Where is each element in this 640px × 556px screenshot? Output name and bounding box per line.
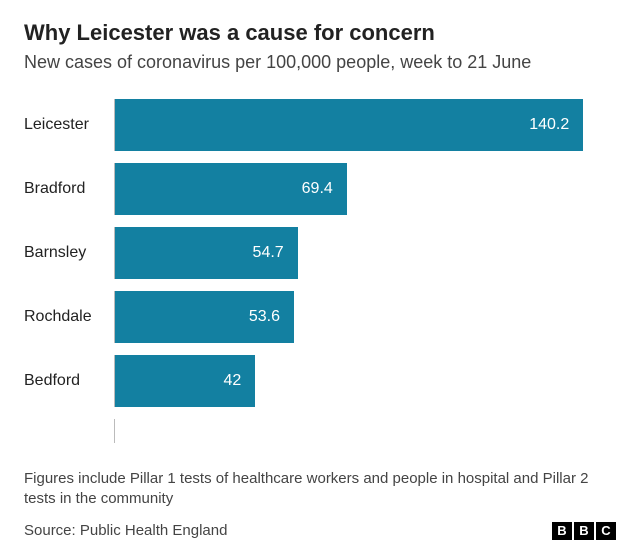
bbc-logo-letter: B — [552, 522, 572, 540]
bbc-logo-letter: B — [574, 522, 594, 540]
bar-track: 69.4 — [114, 163, 616, 215]
bar-row: Bradford 69.4 — [24, 163, 616, 215]
bar-track: 42 — [114, 355, 616, 407]
chart-title: Why Leicester was a cause for concern — [24, 20, 616, 46]
chart-subtitle: New cases of coronavirus per 100,000 peo… — [24, 52, 616, 73]
bar: 42 — [115, 355, 255, 407]
category-label: Bedford — [24, 372, 114, 390]
category-label: Bradford — [24, 180, 114, 198]
bar-track: 53.6 — [114, 291, 616, 343]
source-text: Source: Public Health England — [24, 522, 227, 539]
category-label: Leicester — [24, 116, 114, 134]
bar-row: Leicester 140.2 — [24, 99, 616, 151]
bar-value-label: 42 — [223, 372, 241, 390]
bar-value-label: 53.6 — [249, 308, 280, 326]
y-axis-line — [114, 419, 616, 443]
bar-row: Bedford 42 — [24, 355, 616, 407]
bar: 53.6 — [115, 291, 294, 343]
category-label: Barnsley — [24, 244, 114, 262]
bar-row: Rochdale 53.6 — [24, 291, 616, 343]
bar-value-label: 54.7 — [253, 244, 284, 262]
chart-footnote: Figures include Pillar 1 tests of health… — [24, 469, 616, 510]
bar-track: 54.7 — [114, 227, 616, 279]
chart-container: Why Leicester was a cause for concern Ne… — [0, 0, 640, 556]
category-label: Rochdale — [24, 308, 114, 326]
bar-value-label: 69.4 — [302, 180, 333, 198]
bar-track: 140.2 — [114, 99, 616, 151]
bar-value-label: 140.2 — [529, 116, 569, 134]
bar-chart: Leicester 140.2 Bradford 69.4 Barnsley 5… — [24, 99, 616, 443]
bbc-logo: B B C — [552, 522, 616, 540]
bar-row: Barnsley 54.7 — [24, 227, 616, 279]
bar: 54.7 — [115, 227, 298, 279]
bar: 69.4 — [115, 163, 347, 215]
bbc-logo-letter: C — [596, 522, 616, 540]
bar: 140.2 — [115, 99, 583, 151]
source-row: Source: Public Health England B B C — [24, 522, 616, 540]
